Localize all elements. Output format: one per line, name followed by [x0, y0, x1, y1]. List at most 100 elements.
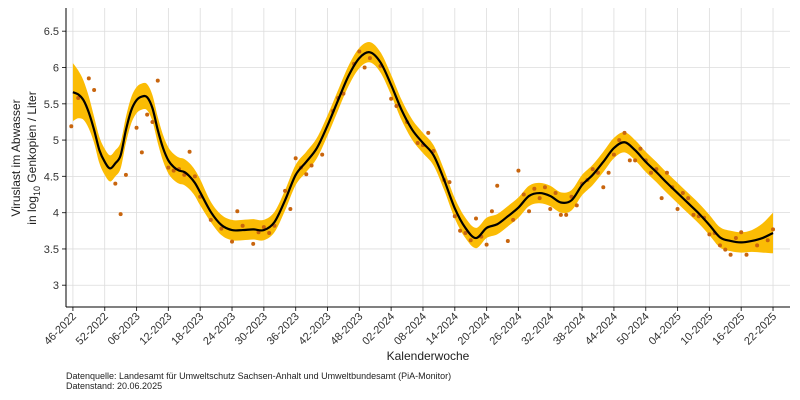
data-point	[134, 125, 139, 130]
data-point	[755, 243, 760, 248]
data-point	[69, 124, 74, 129]
x-tick-label: 10-2025	[678, 311, 715, 348]
y-tick-label: 6	[53, 63, 59, 75]
data-point	[680, 191, 685, 196]
data-point	[415, 140, 420, 145]
data-point	[728, 252, 733, 257]
data-point	[765, 238, 770, 243]
x-tick-label: 32-2024	[519, 311, 556, 348]
data-point	[394, 103, 399, 108]
x-tick-label: 02-2024	[360, 311, 397, 348]
x-tick-label: 12-2023	[137, 311, 174, 348]
data-point	[744, 252, 749, 257]
data-point	[426, 130, 431, 135]
data-point	[771, 227, 776, 232]
data-point	[261, 225, 266, 230]
data-point	[633, 158, 638, 163]
confidence-band	[72, 41, 774, 254]
data-point	[484, 242, 489, 247]
data-point	[659, 196, 664, 201]
x-tick-label: 08-2024	[392, 311, 429, 348]
data-point	[118, 212, 123, 217]
x-tick-label: 30-2023	[233, 311, 270, 348]
data-point	[309, 163, 314, 168]
data-point	[288, 207, 293, 212]
data-point	[208, 217, 213, 222]
data-point	[171, 168, 176, 173]
data-point	[230, 239, 235, 244]
data-point	[166, 165, 171, 170]
data-point	[511, 217, 516, 222]
x-tick-label: 48-2023	[328, 311, 365, 348]
x-tick-label: 06-2023	[106, 311, 143, 348]
data-point	[622, 130, 627, 135]
data-point	[320, 152, 325, 157]
data-point	[542, 185, 547, 190]
data-point	[537, 196, 542, 201]
data-point	[548, 207, 553, 212]
data-point	[123, 172, 128, 177]
x-tick-label: 14-2024	[424, 311, 461, 348]
data-point	[240, 223, 245, 228]
data-point	[489, 209, 494, 214]
data-point	[686, 196, 691, 201]
x-tick-label: 42-2023	[297, 311, 334, 348]
data-point	[739, 230, 744, 235]
data-point	[733, 236, 738, 241]
data-point	[505, 238, 510, 243]
data-point	[606, 170, 611, 175]
footnote: Datenstand: 20.06.2025	[66, 381, 162, 391]
data-point	[707, 232, 712, 237]
data-point	[601, 185, 606, 190]
data-point	[367, 56, 372, 61]
x-tick-label: 50-2024	[615, 311, 652, 348]
y-tick-label: 6.5	[44, 26, 59, 38]
data-point	[675, 207, 680, 212]
data-point	[304, 172, 309, 177]
x-tick-label: 18-2023	[169, 311, 206, 348]
data-point	[638, 146, 643, 151]
x-tick-label: 20-2024	[456, 311, 493, 348]
data-point	[590, 167, 595, 172]
data-point	[627, 158, 632, 163]
data-point	[617, 138, 622, 143]
y-axis-label: Viruslast im Abwasser	[9, 99, 23, 216]
data-point	[362, 65, 367, 70]
data-point	[145, 112, 150, 117]
data-point	[611, 152, 616, 157]
data-point	[516, 168, 521, 173]
x-tick-label: 04-2025	[647, 311, 684, 348]
data-point	[192, 174, 197, 179]
x-tick-label: 36-2023	[265, 311, 302, 348]
x-tick-label: 44-2024	[583, 311, 620, 348]
data-point	[86, 76, 91, 81]
data-point	[447, 180, 452, 185]
y-tick-label: 4	[53, 208, 59, 220]
data-point	[150, 119, 155, 124]
data-point	[219, 226, 224, 231]
data-point	[267, 230, 272, 235]
data-point	[187, 149, 192, 154]
smooth-line	[72, 51, 774, 244]
data-point	[521, 192, 526, 197]
data-point	[664, 170, 669, 175]
data-point	[527, 209, 532, 214]
y-tick-label: 5	[53, 135, 59, 147]
data-point	[76, 95, 81, 100]
data-point	[717, 243, 722, 248]
y-tick-label: 4.5	[44, 171, 59, 183]
x-tick-label: 38-2024	[551, 311, 588, 348]
data-point	[723, 247, 728, 252]
y-tick-label: 5.5	[44, 99, 59, 111]
data-point	[691, 212, 696, 217]
data-point	[532, 186, 537, 191]
data-point	[468, 238, 473, 243]
x-tick-label: 16-2025	[710, 311, 747, 348]
data-point	[452, 214, 457, 219]
x-tick-label: 24-2023	[201, 311, 238, 348]
data-point	[235, 209, 240, 214]
data-point	[595, 170, 600, 175]
data-point	[564, 212, 569, 217]
